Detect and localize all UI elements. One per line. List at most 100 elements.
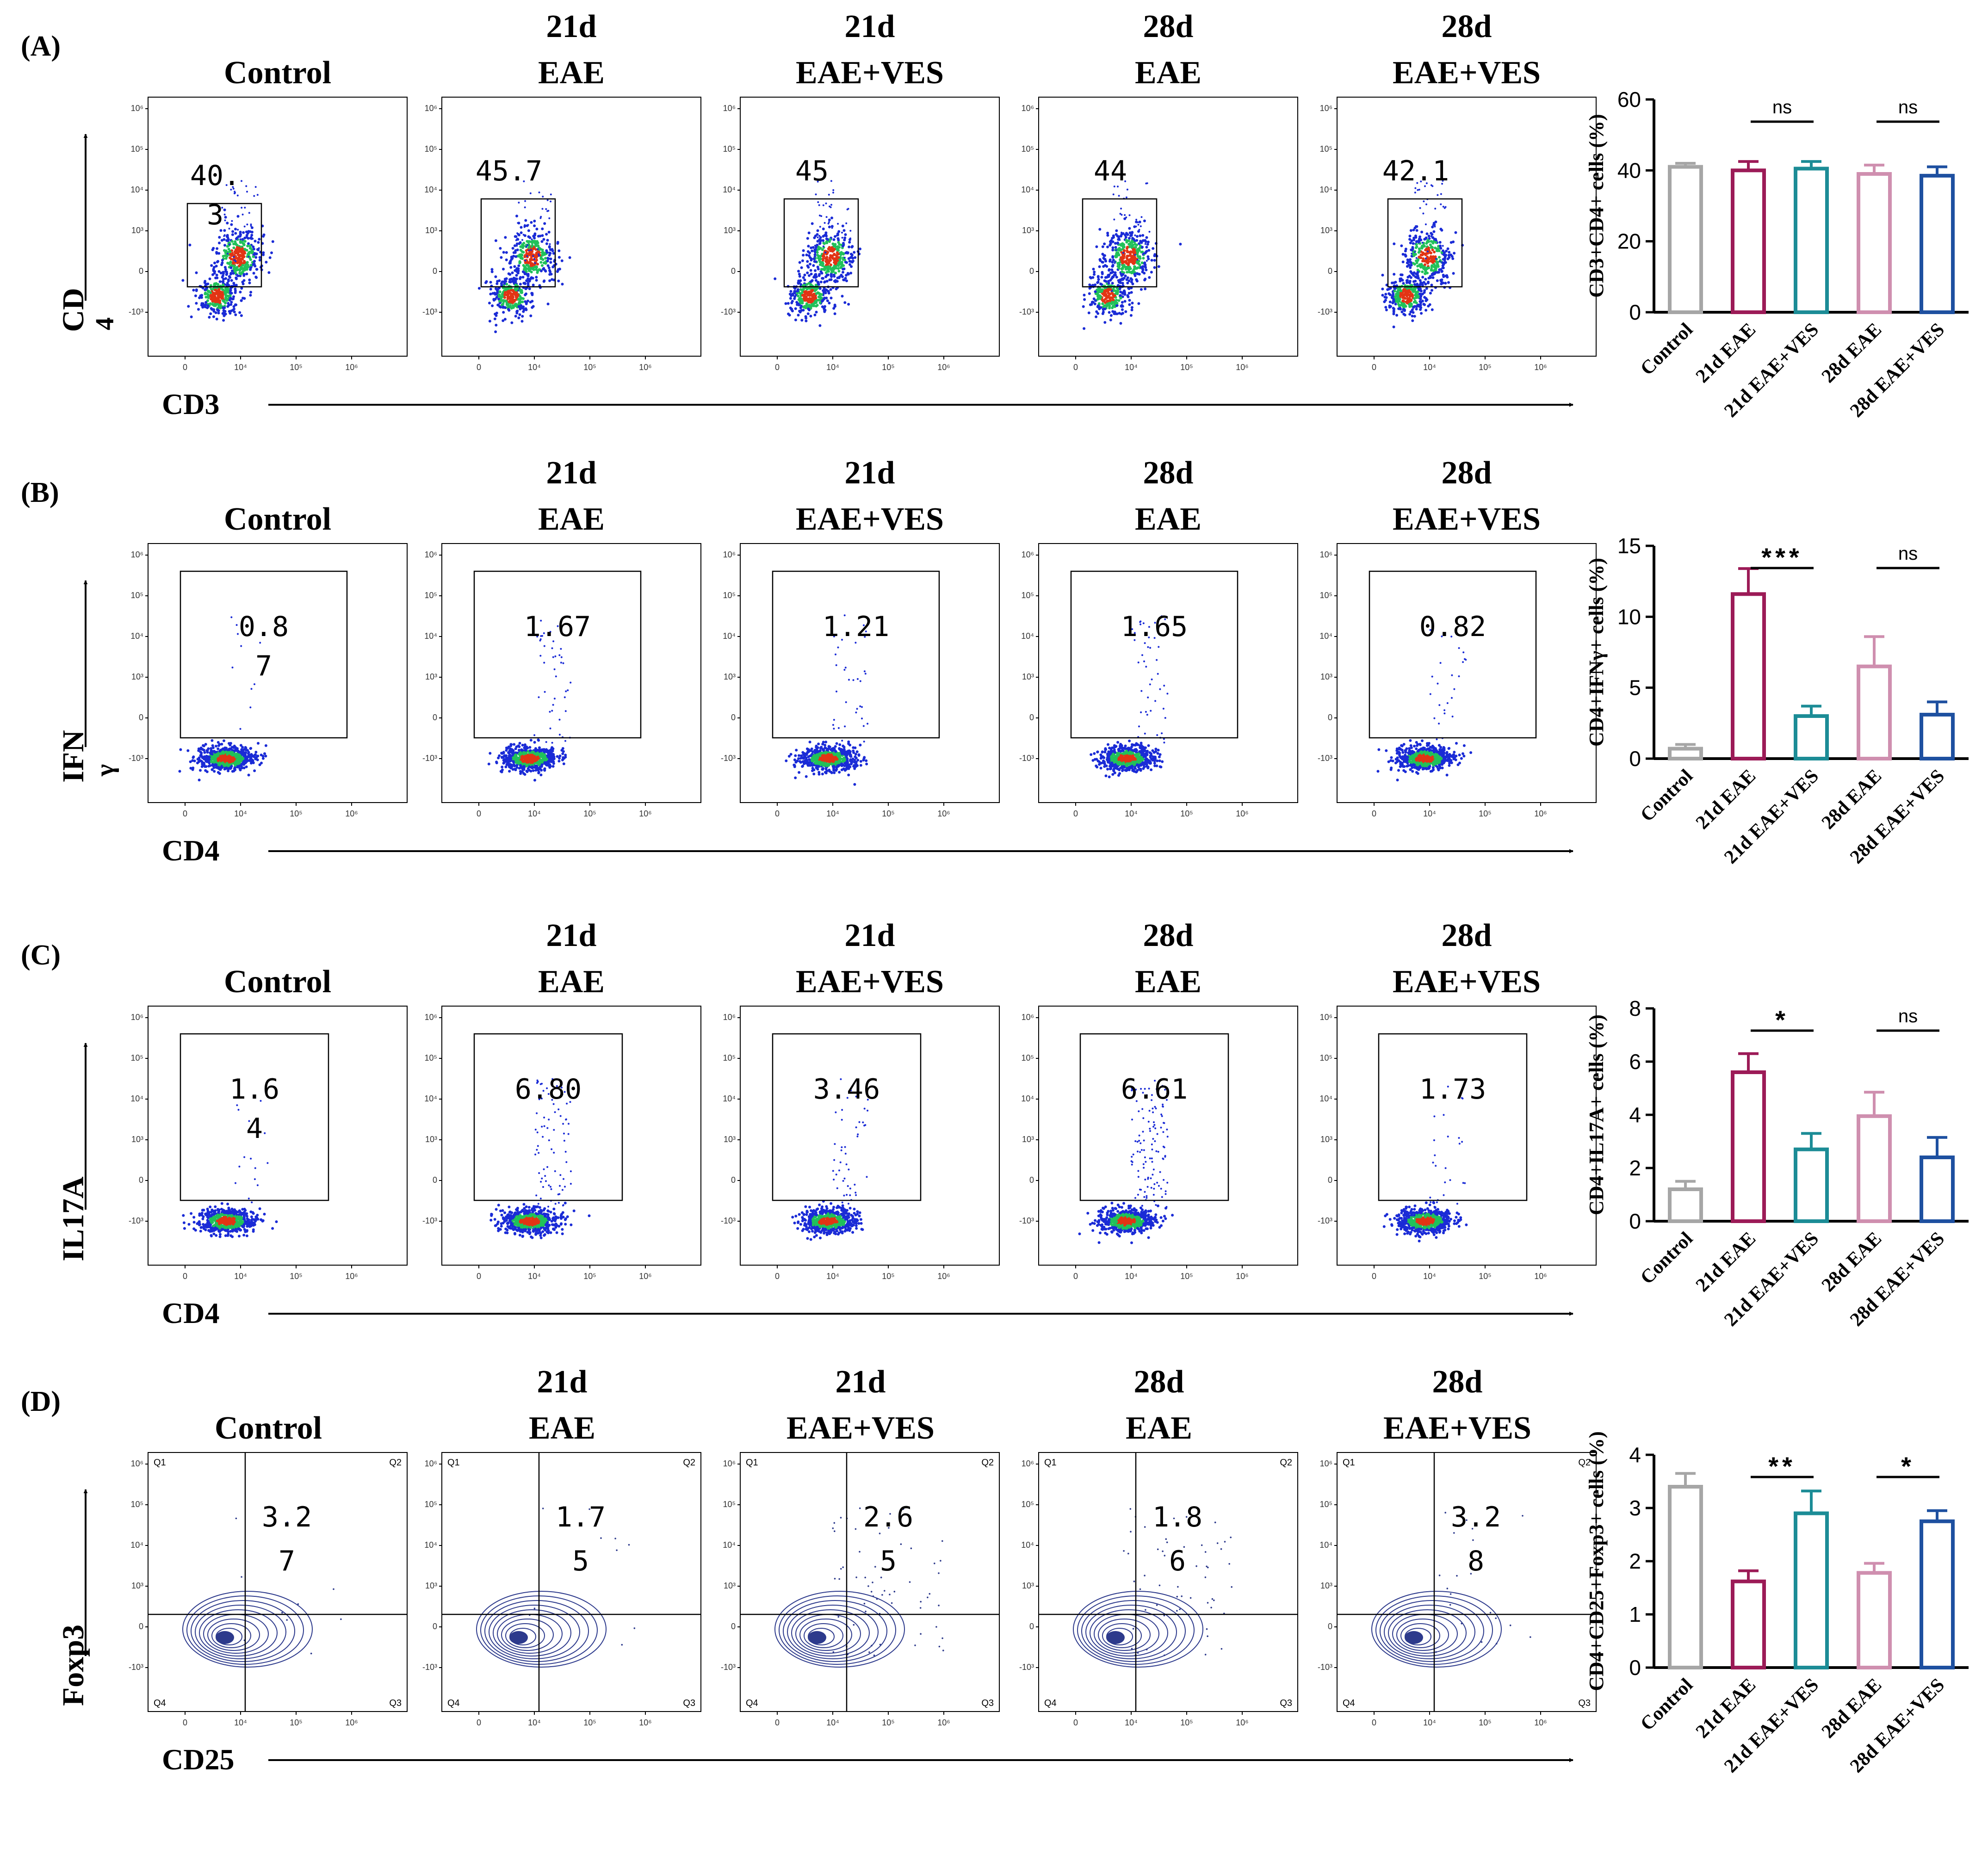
event-dot — [234, 272, 237, 275]
event-dot — [204, 759, 208, 762]
event-dot — [849, 237, 852, 240]
event-dot — [1127, 287, 1131, 290]
event-dot — [805, 319, 808, 322]
event-dot — [1104, 295, 1108, 298]
event-dot — [538, 192, 540, 193]
event-dot — [1144, 266, 1147, 269]
event-dot — [200, 751, 203, 754]
event-dot — [238, 255, 241, 259]
event-dot — [829, 288, 832, 291]
event-dot — [498, 305, 502, 308]
event-dot — [243, 225, 246, 228]
event-dot — [230, 240, 234, 243]
event-dot — [232, 242, 235, 246]
event-dot — [229, 291, 232, 295]
event-dot — [1090, 303, 1093, 306]
event-dot — [271, 240, 274, 243]
event-dot — [1429, 291, 1432, 295]
y-tick-label: 10⁶ — [131, 550, 143, 559]
x-axis-label: CD3 — [162, 388, 219, 420]
event-dot — [247, 237, 250, 240]
event-dot — [538, 763, 541, 766]
event-dot — [1148, 276, 1151, 279]
event-dot — [206, 293, 209, 296]
event-dot — [238, 269, 242, 272]
event-dot — [797, 270, 800, 273]
event-dot — [833, 312, 836, 315]
event-dot — [1412, 274, 1415, 277]
event-dot — [851, 245, 854, 248]
event-dot — [228, 243, 230, 246]
event-dot — [1104, 304, 1108, 307]
event-dot — [262, 235, 265, 238]
event-dot — [1427, 248, 1431, 251]
event-dot — [784, 302, 787, 305]
event-dot — [1414, 187, 1417, 189]
event-dot — [516, 245, 518, 247]
event-dot — [516, 272, 520, 275]
event-dot — [822, 204, 824, 206]
event-dot — [519, 308, 522, 311]
y-tick-label: -10³ — [422, 307, 437, 316]
event-dot — [235, 284, 238, 287]
event-dot — [233, 259, 235, 261]
event-dot — [819, 255, 822, 258]
event-dot — [211, 753, 214, 756]
event-dot — [545, 741, 547, 743]
event-dot — [815, 310, 818, 314]
event-dot — [841, 295, 844, 298]
event-dot — [1125, 216, 1127, 218]
plot-frame — [148, 97, 408, 357]
event-dot — [508, 759, 511, 762]
event-dot — [1113, 218, 1115, 221]
event-dot — [818, 273, 821, 276]
event-dot — [526, 255, 528, 257]
event-dot — [1125, 239, 1128, 242]
event-dot — [247, 751, 250, 754]
event-dot — [802, 276, 805, 279]
event-dot — [1425, 298, 1429, 301]
event-dot — [515, 303, 518, 307]
event-dot — [827, 270, 830, 273]
event-dot — [1392, 309, 1395, 312]
event-dot — [806, 312, 810, 315]
event-dot — [217, 296, 220, 298]
event-dot — [1385, 309, 1388, 311]
event-dot — [246, 244, 249, 247]
event-dot — [814, 269, 817, 272]
event-dot — [211, 768, 214, 771]
event-dot — [1128, 214, 1131, 216]
event-dot — [797, 314, 800, 317]
event-dot — [1427, 280, 1430, 284]
event-dot — [1134, 253, 1136, 256]
event-dot — [527, 246, 531, 249]
y-tick-label: 10⁴ — [1319, 185, 1332, 194]
event-dot — [216, 308, 219, 311]
event-dot — [225, 762, 229, 765]
event-dot — [570, 681, 572, 684]
event-dot — [529, 314, 533, 317]
event-dot — [1442, 273, 1445, 277]
event-dot — [806, 293, 810, 297]
event-dot — [1442, 281, 1445, 284]
event-dot — [1418, 263, 1421, 266]
event-dot — [1423, 260, 1426, 263]
event-dot — [1126, 271, 1129, 274]
event-dot — [537, 248, 539, 250]
event-dot — [518, 202, 520, 204]
event-dot — [229, 287, 232, 290]
event-dot — [1412, 280, 1415, 283]
event-dot — [548, 766, 551, 769]
event-dot — [1144, 243, 1146, 245]
event-dot — [1393, 242, 1396, 246]
event-dot — [229, 276, 232, 279]
event-dot — [1120, 207, 1122, 210]
event-dot — [235, 277, 238, 280]
event-dot — [1137, 221, 1139, 223]
event-dot — [544, 261, 547, 265]
event-dot — [249, 266, 252, 269]
y-tick-label: 10³ — [724, 226, 736, 235]
event-dot — [222, 254, 225, 258]
event-dot — [825, 297, 828, 300]
